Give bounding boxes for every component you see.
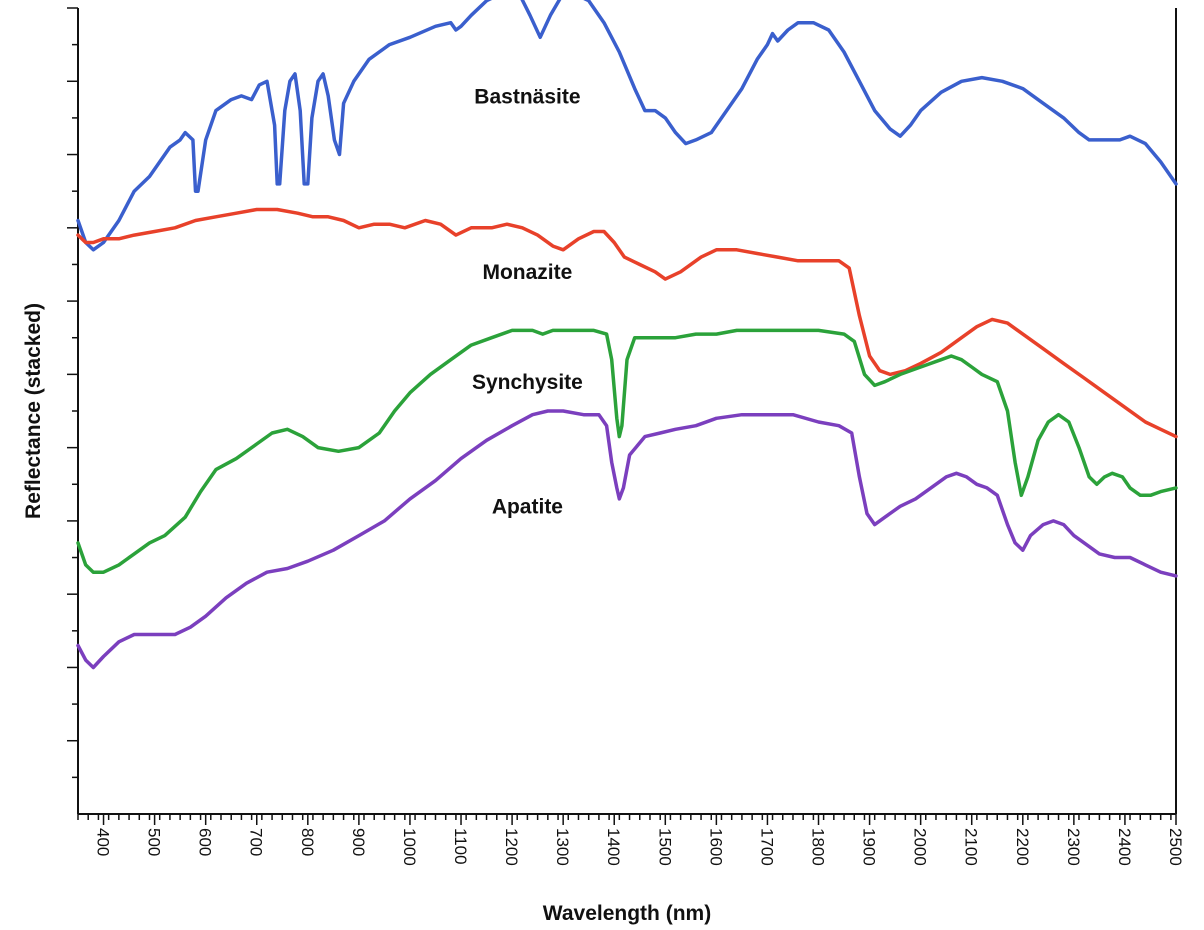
x-tick-label: 800 — [298, 828, 317, 856]
x-tick-label: 1700 — [757, 828, 776, 866]
x-tick-label: 1800 — [809, 828, 828, 866]
x-tick-label: 1100 — [451, 828, 470, 865]
x-tick-label: 1000 — [400, 828, 419, 866]
x-tick-label: 2100 — [962, 828, 981, 866]
x-tick-label: 700 — [247, 828, 266, 856]
synchysite-label: Synchysite — [472, 371, 583, 394]
y-ticks — [67, 7, 78, 779]
x-tick-label: 2200 — [1013, 828, 1032, 866]
x-tick-label: 1400 — [604, 828, 623, 866]
synchysite-line — [76, 328, 1178, 574]
plot-area-background — [78, 8, 1176, 814]
x-axis-title: Wavelength (nm) — [543, 902, 711, 925]
x-tick-label: 2300 — [1064, 828, 1083, 866]
apatite-label: Apatite — [492, 496, 563, 519]
x-tick-label: 1200 — [502, 828, 521, 866]
series-lines — [76, 0, 1178, 670]
x-major-ticks — [102, 814, 1177, 825]
x-tick-labels: 400 500 600 700 800 900 1000 1100 1200 1300 1400 15… — [94, 828, 1185, 866]
x-tick-label: 900 — [349, 828, 368, 856]
x-minor-ticks — [77, 814, 1172, 820]
x-tick-label: 2500 — [1166, 828, 1185, 866]
x-tick-label: 1900 — [860, 828, 879, 866]
x-tick-label: 2000 — [911, 828, 930, 866]
apatite-line — [76, 409, 1178, 670]
x-tick-label: 400 — [94, 828, 113, 856]
x-tick-label: 500 — [145, 828, 164, 856]
bastnasite-label: Bastnäsite — [474, 85, 580, 108]
x-tick-label: 1500 — [655, 828, 674, 866]
monazite-line — [76, 207, 1178, 439]
series-labels: Bastnäsite Monazite Synchysite Apatite — [472, 85, 583, 518]
y-axis-title: Reflectance (stacked) — [22, 303, 45, 519]
bastnasite-line — [76, 0, 1178, 252]
x-tick-label: 2400 — [1115, 828, 1134, 866]
monazite-label: Monazite — [482, 261, 572, 284]
x-tick-label: 1300 — [553, 828, 572, 866]
x-tick-label: 600 — [196, 828, 215, 856]
x-tick-label: 1600 — [706, 828, 725, 866]
